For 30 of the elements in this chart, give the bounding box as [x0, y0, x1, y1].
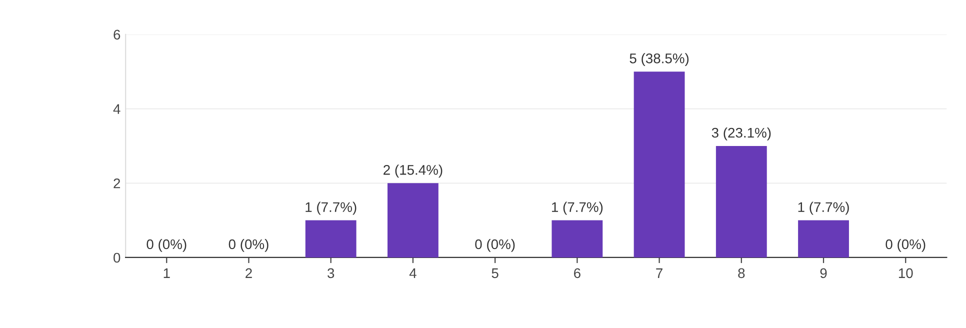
x-tick-label: 5: [492, 268, 498, 278]
data-label: 1 (7.7%): [798, 202, 849, 215]
data-label: 0 (0%): [886, 238, 926, 252]
bar: [552, 220, 603, 258]
x-tick-label: 7: [656, 268, 662, 278]
data-label: 5 (38.5%): [630, 53, 689, 66]
bar: [305, 220, 356, 258]
bar: [388, 183, 438, 258]
y-tick-label: 2: [114, 178, 120, 188]
data-label: 1 (7.7%): [552, 202, 603, 215]
x-tick-label: 4: [409, 268, 416, 278]
y-tick-label: 4: [113, 104, 120, 114]
data-label: 0 (0%): [228, 238, 268, 252]
y-tick-label: 6: [114, 30, 120, 40]
x-tick-label: 10: [898, 268, 913, 278]
x-tick-label: 8: [738, 268, 745, 278]
data-label: 0 (0%): [146, 238, 186, 252]
bar: [798, 220, 849, 258]
data-label: 3 (23.1%): [712, 127, 771, 140]
x-tick-label: 3: [328, 268, 334, 278]
data-label: 0 (0%): [475, 238, 515, 252]
x-tick-label: 1: [164, 268, 170, 278]
x-tick-label: 2: [246, 268, 252, 278]
bar: [716, 146, 767, 258]
y-tick-label: 0: [114, 252, 120, 263]
x-tick-label: 9: [820, 268, 827, 278]
data-label: 2 (15.4%): [384, 164, 442, 178]
data-label: 1 (7.7%): [306, 202, 356, 215]
x-tick-label: 6: [574, 268, 580, 278]
bar: [634, 72, 685, 258]
